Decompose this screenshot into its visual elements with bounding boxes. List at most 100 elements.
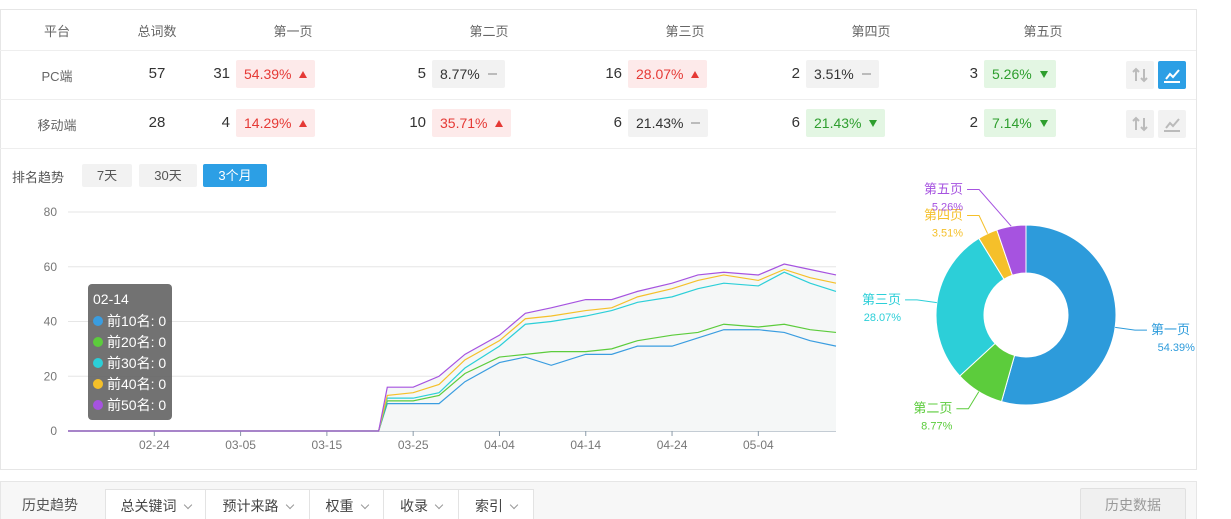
y-tick-label: 40 xyxy=(44,315,58,329)
x-tick-label: 05-04 xyxy=(743,438,774,452)
platform: 移动端 xyxy=(37,118,77,133)
page-count: 2 xyxy=(969,114,978,131)
y-tick-label: 0 xyxy=(50,424,57,438)
tab-text: 索引 xyxy=(475,498,503,514)
tab-text: 权重 xyxy=(325,498,354,514)
row-divider xyxy=(0,50,1196,51)
row-divider xyxy=(0,148,1196,149)
platform: PC端 xyxy=(41,69,73,84)
history-tab[interactable]: 总关键词 xyxy=(105,489,206,519)
tooltip-value: 0 xyxy=(158,313,166,329)
total-count: 28 xyxy=(148,114,166,131)
label-line xyxy=(967,189,1012,227)
series-name: 前50名 xyxy=(107,397,151,413)
column-header: 第四页 xyxy=(851,24,891,39)
percent-badge: 21.43% xyxy=(628,109,709,137)
chevron xyxy=(285,500,294,510)
x-tick-label: 04-24 xyxy=(657,438,688,452)
tooltip-entry: 前20名: 0 xyxy=(107,334,166,350)
tooltip-entry: 前30名: 0 xyxy=(107,355,166,371)
x-tick-label: 02-24 xyxy=(139,438,170,452)
percent: 35.71% xyxy=(440,115,488,131)
slice-value: 28.07% xyxy=(864,312,902,324)
history-tab[interactable]: 索引 xyxy=(458,489,534,519)
x-tick-label: 03-25 xyxy=(398,438,429,452)
trend-icon xyxy=(1039,119,1048,127)
series-line xyxy=(68,263,837,432)
history-tab[interactable]: 收录 xyxy=(383,489,459,519)
percent: 21.43% xyxy=(636,115,684,131)
pie-slice xyxy=(996,224,1027,276)
percent: 3.51% xyxy=(814,66,854,82)
history-tab[interactable]: 预计来路 xyxy=(205,489,310,519)
slice-label: 第二页 xyxy=(913,401,952,416)
trend-icon xyxy=(495,119,504,127)
page-count: 16 xyxy=(605,65,622,82)
history-button[interactable]: 历史数据 xyxy=(1080,488,1186,519)
trend-icon xyxy=(691,122,701,124)
chart-icon xyxy=(1164,69,1180,83)
slice-label: 第四页 xyxy=(924,208,963,223)
column-header: 总词数 xyxy=(137,24,177,39)
percent-badge: 14.29% xyxy=(236,109,316,137)
total-count: 57 xyxy=(148,65,166,82)
tooltip-value: 0 xyxy=(158,397,166,413)
tooltip-value: 0 xyxy=(158,355,166,371)
series-name: 前40名 xyxy=(107,376,151,392)
column-header: 第一页 xyxy=(273,24,313,39)
separator: : xyxy=(151,334,159,350)
chevron xyxy=(360,500,369,510)
pie-slice xyxy=(1000,224,1117,406)
percent-badge: 28.07% xyxy=(628,60,708,88)
percent-badge: 8.77% xyxy=(432,60,505,88)
y-tick-label: 80 xyxy=(44,205,58,219)
range-tab[interactable]: 7天 xyxy=(82,164,132,187)
series-name: 前20名 xyxy=(107,334,151,350)
y-tick-label: 60 xyxy=(44,260,58,274)
page-count: 2 xyxy=(791,65,800,82)
sort-button[interactable] xyxy=(1126,61,1154,89)
area xyxy=(68,264,836,431)
page-count: 5 xyxy=(417,65,426,82)
percent: 5.26% xyxy=(992,66,1032,82)
page-count: 10 xyxy=(409,114,426,131)
label-line xyxy=(956,391,980,410)
trend-icon xyxy=(869,119,878,127)
trend-icon xyxy=(861,73,871,75)
range-tab[interactable]: 3个月 xyxy=(203,164,267,187)
tab-text: 总关键词 xyxy=(120,498,177,514)
label-line xyxy=(1115,326,1147,331)
y-tick-label: 20 xyxy=(44,369,58,383)
chart-button[interactable] xyxy=(1158,110,1186,138)
separator: : xyxy=(151,397,159,413)
label-line xyxy=(905,299,937,304)
tooltip-entry: 前10名: 0 xyxy=(107,313,166,329)
pie-slice xyxy=(935,237,1005,377)
history-tab[interactable]: 权重 xyxy=(309,489,384,519)
percent: 54.39% xyxy=(244,66,292,82)
x-tick-label: 03-15 xyxy=(312,438,343,452)
chart-icon xyxy=(1164,118,1180,132)
slice-label: 第三页 xyxy=(862,292,901,307)
trend-icon xyxy=(1039,70,1048,78)
slice-label: 第五页 xyxy=(924,182,963,197)
percent: 28.07% xyxy=(636,66,684,82)
sort-button[interactable] xyxy=(1126,110,1154,138)
series-name: 前30名 xyxy=(107,355,151,371)
range-tab[interactable]: 30天 xyxy=(139,164,197,187)
tooltip-value: 0 xyxy=(158,334,166,350)
x-tick-label: 04-04 xyxy=(484,438,515,452)
slice-value: 54.39% xyxy=(1158,342,1196,354)
chart-button[interactable] xyxy=(1158,61,1186,89)
tab-text: 收录 xyxy=(400,498,428,514)
page-count: 31 xyxy=(213,65,230,82)
page-count: 6 xyxy=(613,114,622,131)
trend-icon xyxy=(299,119,308,127)
page-count: 4 xyxy=(221,114,230,131)
tooltip-dot xyxy=(93,400,103,410)
tooltip-value: 0 xyxy=(158,376,166,392)
tab-text: 预计来路 xyxy=(222,498,279,514)
percent-badge: 3.51% xyxy=(806,60,879,88)
